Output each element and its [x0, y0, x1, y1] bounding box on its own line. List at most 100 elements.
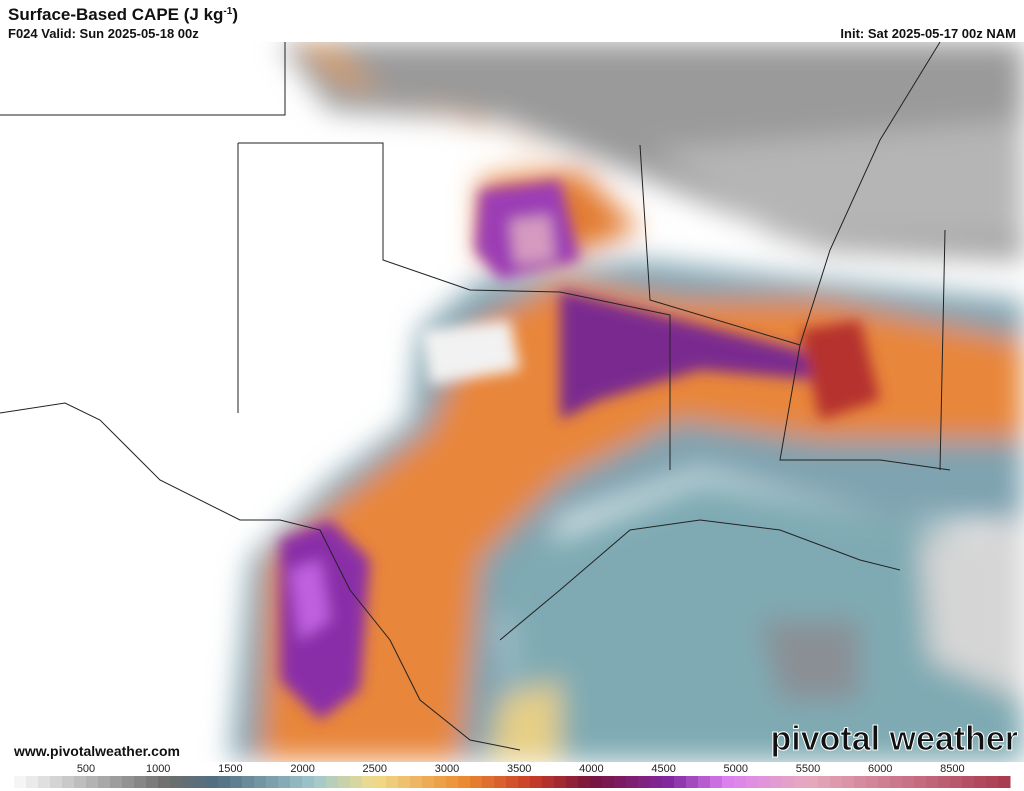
colorbar-swatch	[302, 776, 315, 788]
colorbar-swatch	[218, 776, 231, 788]
colorbar-swatch	[494, 776, 507, 788]
colorbar-swatch	[806, 776, 819, 788]
colorbar-swatch	[578, 776, 591, 788]
colorbar-swatch	[434, 776, 447, 788]
title-superscript: -1	[223, 6, 232, 17]
colorbar-label: 3500	[507, 763, 531, 775]
colorbar-swatch	[398, 776, 411, 788]
colorbar-swatch	[458, 776, 471, 788]
colorbar-label: 1000	[146, 763, 170, 775]
colorbar-swatch	[602, 776, 615, 788]
colorbar-swatch	[758, 776, 771, 788]
colorbar-label: 3000	[435, 763, 459, 775]
colorbar-swatch	[698, 776, 711, 788]
colorbar-label: 2500	[363, 763, 387, 775]
colorbar-swatch	[782, 776, 795, 788]
colorbar-swatch	[410, 776, 423, 788]
colorbar-swatch	[374, 776, 387, 788]
colorbar-swatch	[842, 776, 855, 788]
colorbar-swatch	[206, 776, 219, 788]
colorbar-swatch	[158, 776, 171, 788]
colorbar-swatch	[686, 776, 699, 788]
colorbar-swatch	[986, 776, 999, 788]
colorbar-swatch	[134, 776, 147, 788]
colorbar-swatch	[290, 776, 303, 788]
colorbar-swatch	[194, 776, 207, 788]
colorbar-swatch	[254, 776, 267, 788]
colorbar-swatch	[266, 776, 279, 788]
colorbar-swatch	[422, 776, 435, 788]
colorbar-swatch	[230, 776, 243, 788]
colorbar-swatch	[950, 776, 963, 788]
colorbar-label: 5500	[796, 763, 820, 775]
colorbar-swatch	[962, 776, 975, 788]
colorbar-label: 500	[77, 763, 95, 775]
colorbar-swatch	[614, 776, 627, 788]
title-text: Surface-Based CAPE (J kg	[8, 5, 223, 24]
title: Surface-Based CAPE (J kg-1)	[8, 5, 238, 24]
colorbar-swatch	[746, 776, 759, 788]
colorbar-swatch	[890, 776, 903, 788]
colorbar-label: 4500	[651, 763, 675, 775]
colorbar-swatch	[626, 776, 639, 788]
colorbar-label: 4000	[579, 763, 603, 775]
colorbar-swatch	[710, 776, 723, 788]
colorbar-swatch	[482, 776, 495, 788]
colorbar-swatch	[62, 776, 75, 788]
website: www.pivotalweather.com	[13, 743, 180, 759]
colorbar-swatch	[734, 776, 747, 788]
colorbar-swatch	[998, 776, 1011, 788]
colorbar-swatch	[914, 776, 927, 788]
colorbar-swatch	[122, 776, 135, 788]
colorbar-swatch	[830, 776, 843, 788]
colorbar-swatch	[242, 776, 255, 788]
colorbar-swatch	[902, 776, 915, 788]
colorbar-swatch	[50, 776, 63, 788]
colorbar-swatch	[674, 776, 687, 788]
colorbar-swatch	[350, 776, 363, 788]
colorbar-swatch	[470, 776, 483, 788]
colorbar-swatch	[650, 776, 663, 788]
colorbar-swatch	[542, 776, 555, 788]
colorbar-swatch	[110, 776, 123, 788]
colorbar-swatch	[794, 776, 807, 788]
colorbar-swatch	[554, 776, 567, 788]
colorbar-label: 1500	[218, 763, 242, 775]
colorbar-swatch	[818, 776, 831, 788]
colorbar-label: 8500	[940, 763, 964, 775]
colorbar-swatch	[878, 776, 891, 788]
colorbar-swatch	[86, 776, 99, 788]
colorbar-swatch	[662, 776, 675, 788]
colorbar-swatch	[14, 776, 27, 788]
map	[0, 42, 1024, 762]
colorbar-swatch	[854, 776, 867, 788]
colorbar-swatch	[566, 776, 579, 788]
colorbar-swatch	[26, 776, 39, 788]
colorbar-label: 2000	[290, 763, 314, 775]
colorbar-swatch	[974, 776, 987, 788]
init-time: Init: Sat 2025-05-17 00z NAM	[840, 26, 1016, 41]
colorbar-label: 5000	[724, 763, 748, 775]
valid-time: F024 Valid: Sun 2025-05-18 00z	[8, 26, 199, 41]
logo: pivotal weather	[770, 720, 1018, 758]
colorbar-swatch	[866, 776, 879, 788]
colorbar-swatch	[338, 776, 351, 788]
colorbar-swatch	[146, 776, 159, 788]
colorbar-label: 6000	[868, 763, 892, 775]
colorbar-swatch	[386, 776, 399, 788]
colorbar-swatch	[590, 776, 603, 788]
colorbar-swatch	[38, 776, 51, 788]
colorbar-swatch	[506, 776, 519, 788]
colorbar-swatch	[770, 776, 783, 788]
colorbar-swatch	[530, 776, 543, 788]
colorbar-swatch	[926, 776, 939, 788]
colorbar-swatch	[74, 776, 87, 788]
colorbar-swatch	[938, 776, 951, 788]
colorbar-swatch	[314, 776, 327, 788]
colorbar-swatch	[278, 776, 291, 788]
colorbar-swatch	[446, 776, 459, 788]
colorbar-swatch	[170, 776, 183, 788]
colorbar: 500 1000 1500 2000 2500 3000 3500 4000 4500 5000 5…	[14, 763, 1011, 788]
colorbar-swatch	[638, 776, 651, 788]
